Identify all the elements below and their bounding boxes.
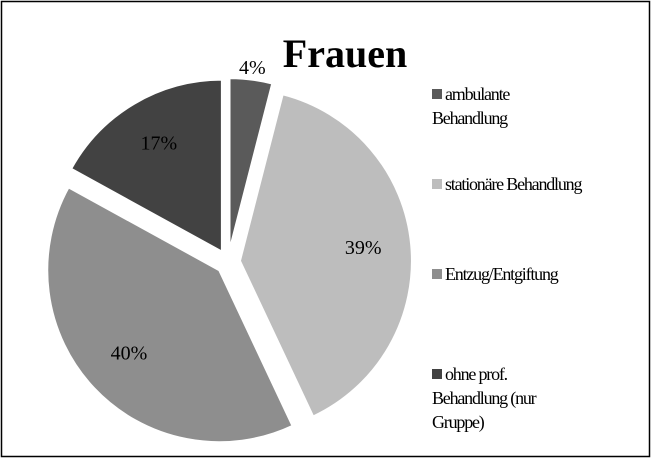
pie-slice [69,78,223,254]
legend-label: stationäre Behandlung [445,174,582,194]
legend-item: ohne prof. Behandlung (nur Gruppe) [432,362,572,434]
legend-swatch [432,269,442,279]
legend-label: Entzug/Entgiftung [445,264,559,284]
pie-slice [46,185,294,444]
pie-slice [238,93,413,418]
pie-slice [228,77,274,251]
data-label: 17% [141,133,178,155]
legend-item: ambulante Behandlung [432,82,572,130]
data-label: 4% [239,57,266,79]
legend-swatch [432,89,442,99]
legend-item: stationäre Behandlung [432,172,632,196]
legend-swatch [432,369,442,379]
legend-label: ohne prof. Behandlung (nur Gruppe) [432,364,537,432]
data-label: 39% [345,237,382,259]
legend-swatch [432,179,442,189]
data-label: 40% [111,343,148,365]
legend-item: Entzug/Entgiftung [432,262,572,286]
legend-label: ambulante Behandlung [432,84,510,128]
chart-title: Frauen [283,31,407,76]
